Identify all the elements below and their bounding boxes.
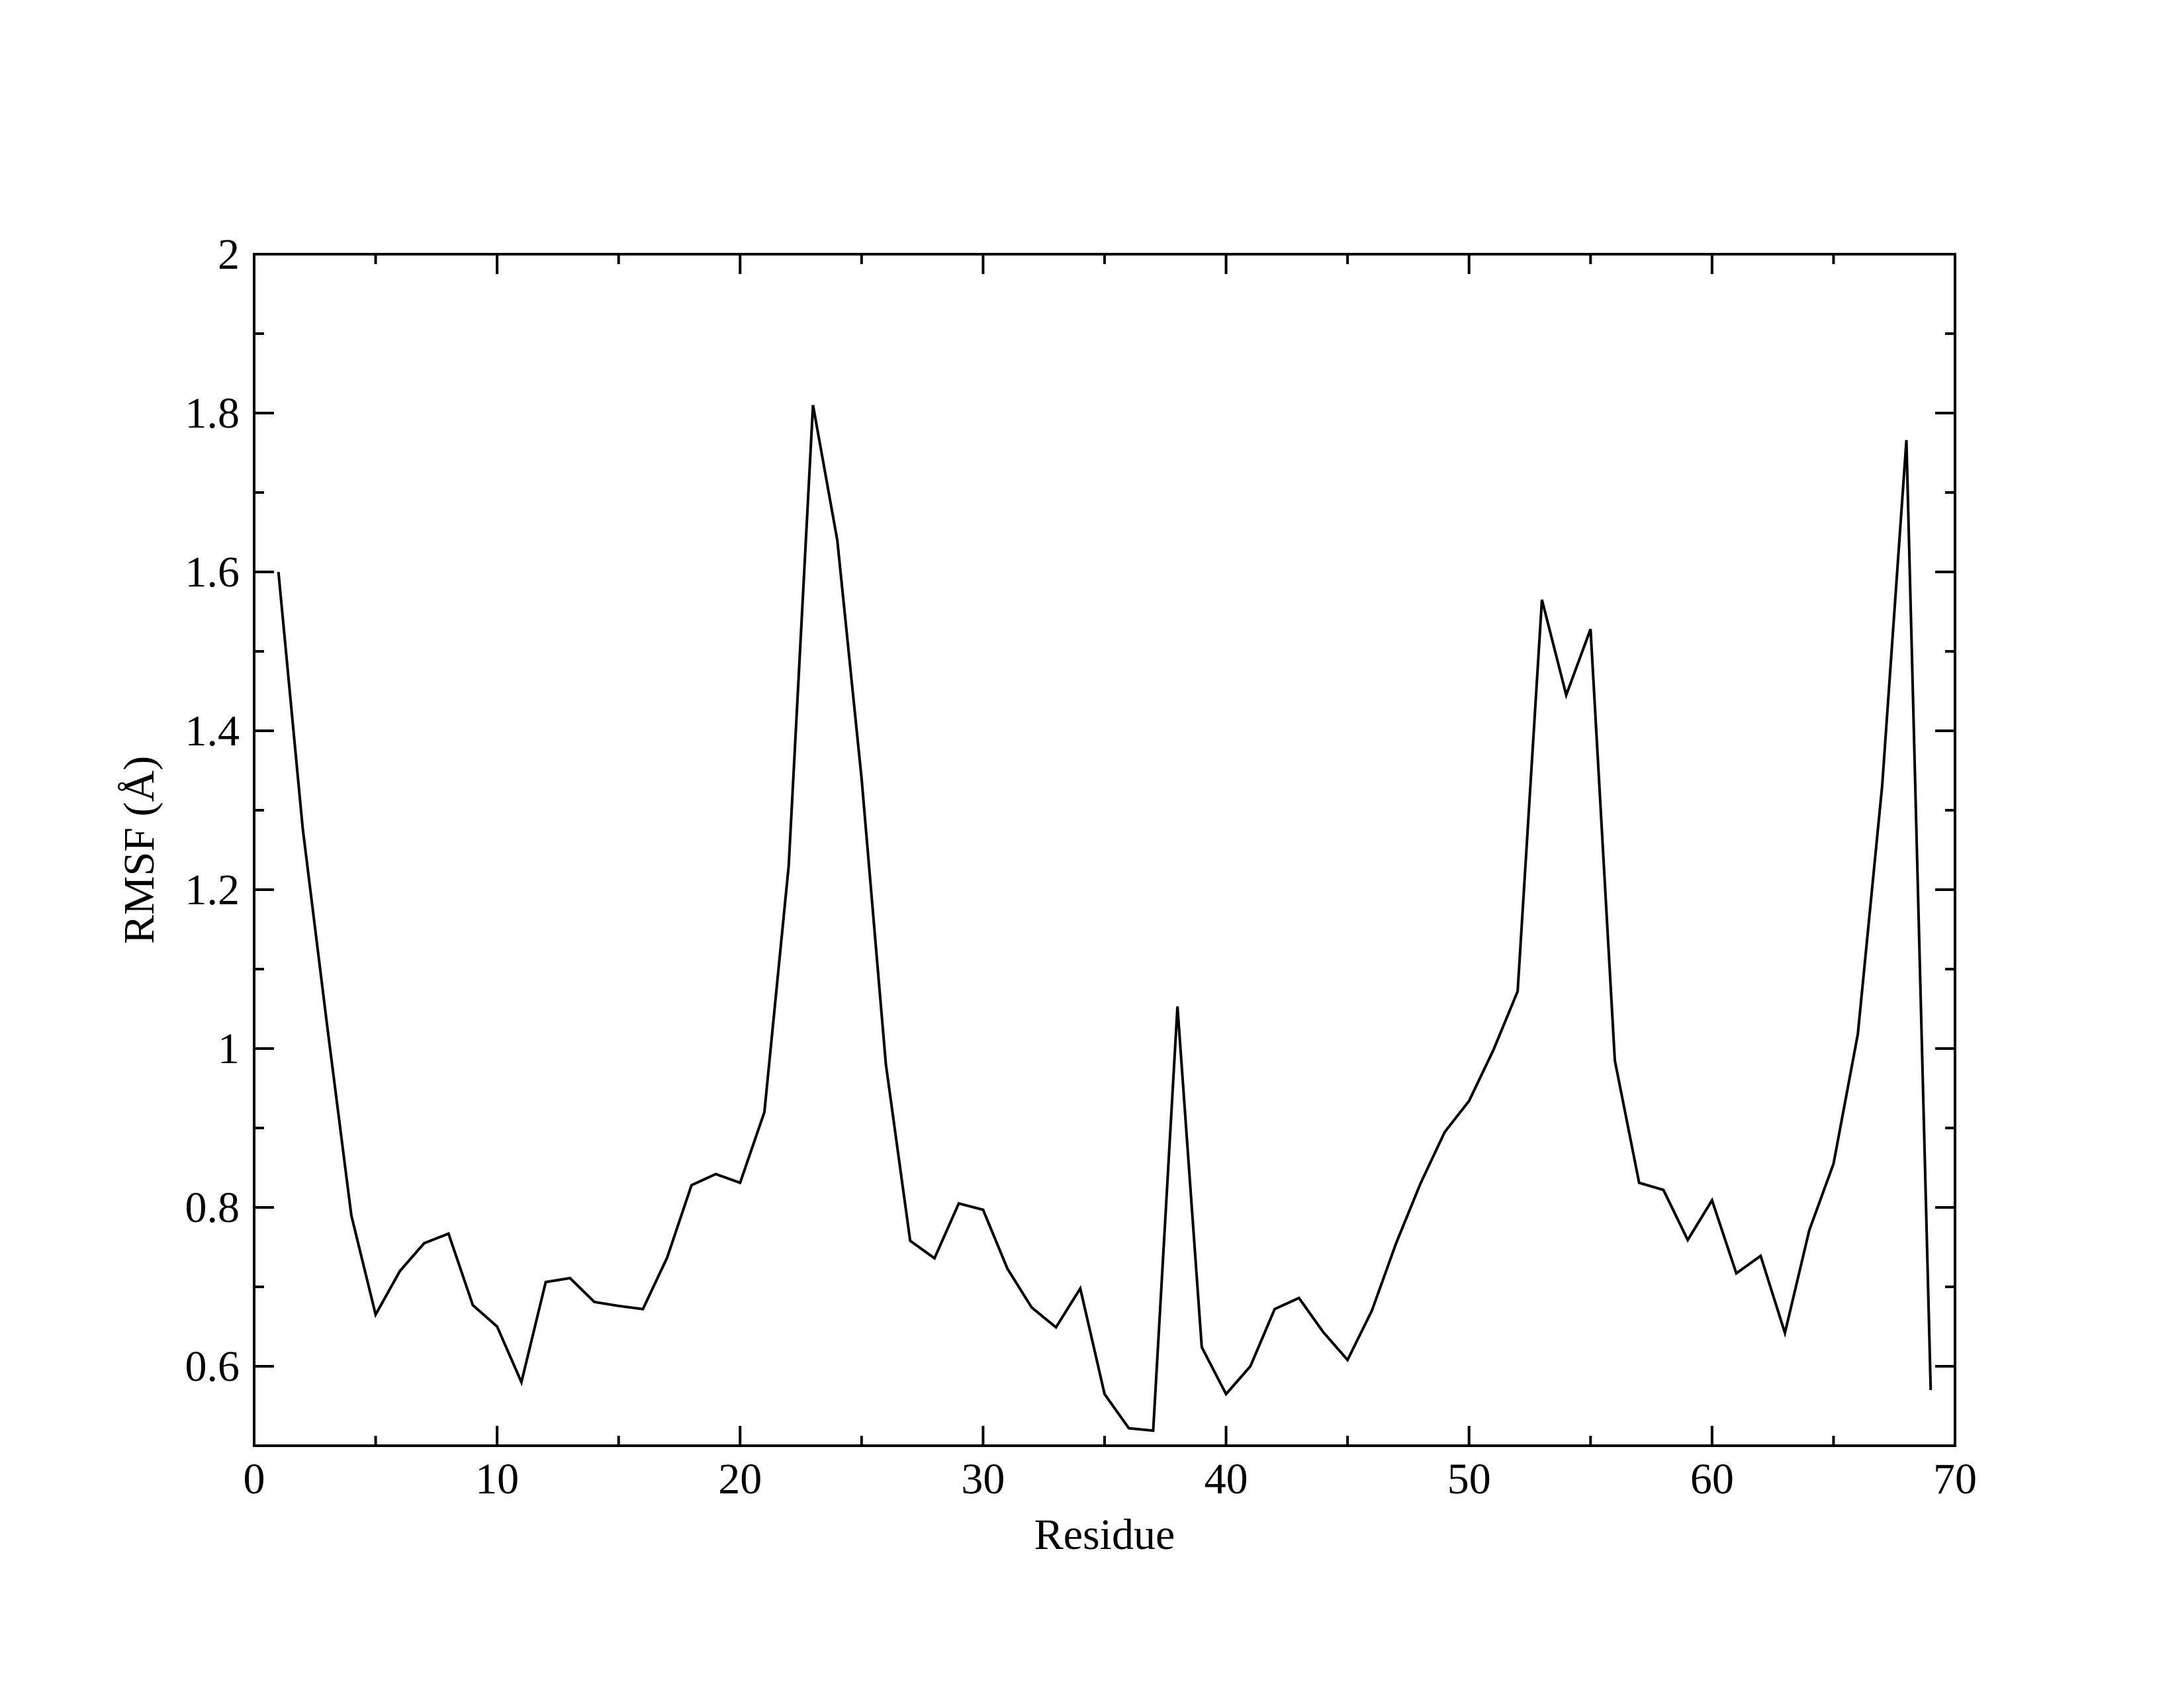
y-tick-label: 0.6 xyxy=(185,1342,240,1391)
y-tick-label: 1.4 xyxy=(185,707,240,755)
x-axis-label: Residue xyxy=(1034,1511,1175,1559)
y-tick-label: 2 xyxy=(218,230,240,279)
y-tick-label: 1.6 xyxy=(185,548,240,596)
x-tick-label: 60 xyxy=(1690,1455,1734,1503)
y-tick-label: 1.8 xyxy=(185,389,240,438)
y-axis-label: RMSF (Å) xyxy=(115,756,163,944)
x-tick-label: 30 xyxy=(961,1455,1005,1503)
x-tick-label: 0 xyxy=(244,1455,265,1503)
y-tick-label: 1 xyxy=(218,1025,240,1073)
x-tick-label: 40 xyxy=(1205,1455,1248,1503)
y-tick-label: 0.8 xyxy=(185,1184,240,1232)
x-tick-label: 50 xyxy=(1447,1455,1491,1503)
data-line xyxy=(277,404,1933,1432)
x-tick-label: 10 xyxy=(475,1455,519,1503)
y-tick-label: 1.2 xyxy=(185,866,240,914)
x-tick-label: 20 xyxy=(718,1455,762,1503)
plot-frame xyxy=(253,253,1956,1447)
x-tick-label: 70 xyxy=(1933,1455,1977,1503)
